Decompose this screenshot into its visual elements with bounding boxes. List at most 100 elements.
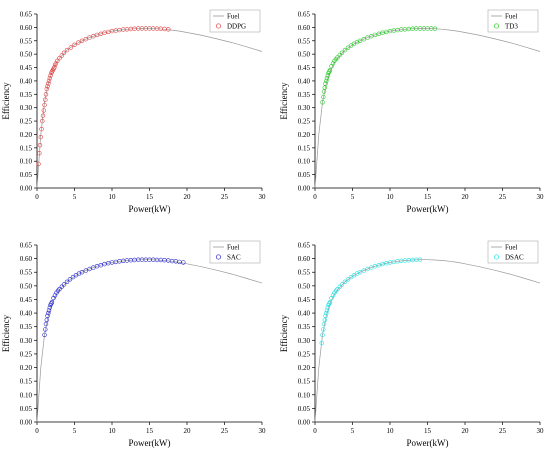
y-tick-label: 0.35 (20, 323, 33, 331)
data-point (48, 73, 53, 78)
y-tick-label: 0.50 (20, 51, 33, 59)
data-point (36, 161, 41, 167)
data-point (324, 75, 330, 81)
data-point (43, 321, 49, 327)
data-point (337, 52, 342, 58)
y-tick-label: 0.35 (20, 91, 33, 99)
data-point (40, 118, 45, 124)
data-point (67, 277, 73, 282)
data-point (365, 266, 370, 272)
legend-fuel-label: Fuel (227, 244, 240, 252)
y-tick-label: 0.30 (20, 104, 33, 112)
x-tick-label: 20 (462, 193, 470, 201)
y-tick-label: 0.60 (20, 24, 33, 32)
data-point (64, 47, 70, 53)
y-tick-label: 0.05 (298, 171, 311, 179)
y-tick-label: 0.30 (20, 337, 33, 345)
data-point (327, 67, 333, 73)
data-point (325, 73, 330, 78)
data-point (321, 321, 327, 327)
data-point (87, 266, 92, 272)
legend-box (487, 240, 539, 264)
data-point (325, 305, 330, 310)
x-axis-label: Power(kW) (129, 438, 171, 448)
chart-panel-4: 0 5 10 15 20 25 30 0.00 0.05 0.10 0.15 0.20 0.25 0.30… (279, 240, 545, 448)
data-point (323, 81, 328, 86)
data-point (59, 284, 64, 289)
y-tick-label: 0.25 (20, 350, 33, 358)
data-point (327, 300, 333, 305)
x-tick-label: 25 (499, 427, 507, 435)
data-point (83, 268, 89, 273)
y-tick-label: 0.25 (298, 350, 311, 358)
data-point (91, 33, 96, 39)
legend-box (209, 240, 261, 264)
data-point (369, 265, 374, 270)
y-tick-label: 0.10 (298, 158, 311, 166)
data-point (42, 102, 47, 108)
data-point (322, 317, 327, 323)
y-tick-label: 0.20 (298, 131, 311, 139)
data-point (47, 75, 52, 81)
data-point (42, 332, 47, 338)
y-axis-label: Efficiency (279, 314, 289, 352)
data-point (46, 310, 51, 316)
data-point (68, 45, 74, 50)
data-point (166, 27, 171, 32)
legend-box (209, 9, 261, 33)
legend-series-swatch (493, 254, 500, 260)
legend-box (487, 9, 539, 33)
data-point (339, 282, 345, 287)
y-tick-label: 0.65 (20, 242, 33, 250)
x-tick-label: 15 (424, 427, 432, 435)
data-point (173, 259, 179, 264)
x-tick-label: 10 (387, 193, 395, 201)
y-tick-label: 0.30 (298, 337, 311, 345)
y-axis-label: Efficiency (1, 314, 11, 352)
x-tick-label: 15 (424, 193, 432, 201)
y-tick-label: 0.45 (20, 64, 33, 72)
fuel-curve-line (314, 259, 541, 423)
data-point (64, 279, 70, 284)
y-tick-label: 0.50 (20, 282, 33, 290)
fuel-curve-line (314, 28, 541, 189)
data-point (320, 100, 325, 105)
y-tick-label: 0.65 (298, 242, 311, 250)
data-point (324, 308, 330, 313)
x-axis-label: Power(kW) (129, 204, 171, 214)
y-tick-label: 0.05 (20, 405, 33, 413)
data-point (345, 45, 351, 50)
y-tick-label: 0.10 (20, 158, 33, 166)
data-point (342, 47, 348, 53)
y-tick-label: 0.35 (298, 323, 311, 331)
legend-fuel-label: Fuel (227, 13, 240, 21)
data-point (43, 92, 49, 97)
x-tick-label: 30 (537, 427, 545, 435)
data-point (357, 270, 363, 275)
chart-panel-3: 0 5 10 15 20 25 30 0.00 0.05 0.10 0.15 0.20 0.25 0.30… (1, 240, 266, 448)
y-tick-label: 0.40 (298, 77, 311, 85)
x-tick-label: 10 (387, 427, 395, 435)
data-point (61, 50, 67, 55)
data-point (335, 55, 340, 60)
data-point (40, 113, 46, 118)
data-point (46, 308, 52, 313)
y-tick-label: 0.50 (298, 282, 311, 290)
legend-series-swatch (493, 23, 500, 29)
data-point (337, 284, 342, 289)
legend-series-label: DDPG (227, 23, 246, 31)
data-point (57, 55, 62, 61)
y-tick-label: 0.05 (298, 405, 311, 413)
x-tick-label: 0 (313, 427, 317, 435)
x-tick-label: 25 (221, 427, 229, 435)
data-point (72, 42, 77, 47)
y-tick-label: 0.55 (20, 37, 33, 45)
y-axis-label: Efficiency (279, 82, 289, 120)
x-tick-label: 25 (499, 193, 507, 201)
y-tick-label: 0.25 (20, 118, 33, 126)
x-axis-label: Power(kW) (407, 204, 449, 214)
data-point (46, 78, 52, 84)
data-point (52, 65, 57, 70)
legend-series-swatch (215, 254, 222, 260)
data-point (79, 270, 85, 275)
